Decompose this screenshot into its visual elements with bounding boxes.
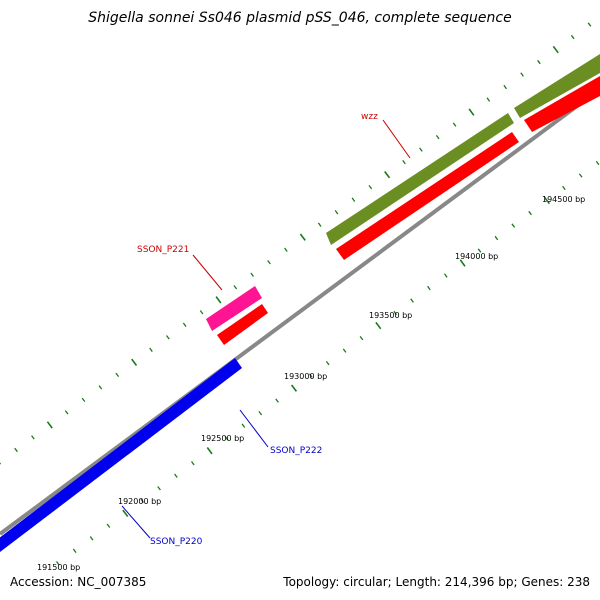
tick-mark-minor bbox=[81, 397, 86, 402]
tick-marks-outer bbox=[0, 22, 592, 465]
tick-mark-minor bbox=[275, 398, 279, 403]
sson-p221-leader-line bbox=[192, 254, 223, 291]
gene-label-sson-p220[interactable]: SSON_P220 bbox=[150, 537, 203, 547]
olive-gene-bar-upper[interactable] bbox=[514, 54, 600, 118]
sson-p222-leader-line bbox=[239, 409, 269, 448]
tick-mark-minor bbox=[578, 173, 583, 178]
tick-mark-minor bbox=[520, 72, 524, 77]
tick-label-194000: 194000 bp bbox=[455, 252, 498, 261]
tick-mark-minor bbox=[14, 447, 18, 453]
tick-mark-minor bbox=[342, 348, 347, 353]
tick-mark-minor bbox=[284, 247, 288, 252]
tick-mark-minor bbox=[250, 272, 255, 277]
tick-mark-minor bbox=[106, 523, 111, 528]
tick-mark-minor bbox=[140, 498, 145, 503]
tick-mark-major bbox=[384, 171, 391, 179]
tick-mark-minor bbox=[190, 461, 195, 466]
gene-label-sson-p222[interactable]: SSON_P222 bbox=[270, 446, 322, 456]
tick-label-192000: 192000 bp bbox=[118, 497, 161, 506]
backbone bbox=[0, 87, 600, 536]
tick-mark-minor bbox=[31, 435, 35, 440]
tick-mark-minor bbox=[494, 235, 499, 241]
tick-mark-minor bbox=[419, 147, 423, 152]
summary-text: Topology: circular; Length: 214,396 bp; … bbox=[283, 575, 590, 589]
tick-label-192500: 192500 bp bbox=[201, 434, 244, 443]
tick-mark-minor bbox=[308, 373, 313, 378]
tick-label-191500: 191500 bp bbox=[37, 563, 80, 572]
tick-mark-minor bbox=[393, 310, 398, 316]
tick-mark-major bbox=[215, 296, 222, 304]
tick-mark-minor bbox=[351, 197, 356, 202]
tick-mark-minor bbox=[325, 361, 330, 366]
tick-mark-minor bbox=[503, 84, 508, 90]
tick-mark-minor bbox=[595, 160, 600, 166]
tick-label-193000: 193000 bp bbox=[284, 372, 327, 381]
tick-mark-minor bbox=[241, 423, 246, 428]
tick-mark-minor bbox=[317, 222, 322, 227]
tick-mark-minor bbox=[157, 486, 161, 491]
tick-mark-major bbox=[46, 421, 53, 429]
tick-mark-minor bbox=[115, 372, 120, 377]
tick-label-194500: 194500 bp bbox=[542, 195, 585, 204]
tick-mark-minor bbox=[562, 185, 566, 191]
tick-mark-minor bbox=[402, 160, 406, 165]
tick-mark-minor bbox=[182, 322, 187, 327]
sson-p220-leader-line bbox=[121, 505, 151, 539]
tick-mark-minor bbox=[0, 462, 2, 465]
tick-mark-minor bbox=[477, 248, 482, 253]
tick-mark-minor bbox=[359, 336, 364, 341]
tick-mark-minor bbox=[224, 436, 229, 441]
blue-gene-bar[interactable] bbox=[0, 358, 242, 552]
tick-mark-minor bbox=[233, 285, 238, 290]
accession-text: Accession: NC_007385 bbox=[10, 575, 147, 589]
tick-label-193500: 193500 bp bbox=[369, 311, 412, 320]
map-title: Shigella sonnei Ss046 plasmid pSS_046, c… bbox=[88, 10, 512, 26]
pink-gene-bar[interactable] bbox=[206, 286, 262, 331]
tick-mark-major bbox=[543, 196, 551, 205]
red-gene-bar-right[interactable] bbox=[524, 76, 600, 132]
tick-mark-minor bbox=[267, 260, 271, 265]
tick-mark-minor bbox=[587, 22, 592, 27]
tick-mark-major bbox=[375, 321, 382, 330]
tick-mark-minor bbox=[72, 548, 77, 553]
tick-mark-minor bbox=[174, 473, 178, 478]
tick-marks-inner bbox=[55, 160, 600, 566]
tick-mark-minor bbox=[149, 347, 153, 352]
tick-mark-minor bbox=[435, 135, 440, 140]
tick-mark-major bbox=[468, 108, 475, 116]
tick-mark-minor bbox=[368, 185, 373, 190]
tick-mark-minor bbox=[64, 410, 69, 415]
tick-mark-minor bbox=[334, 210, 339, 215]
tick-mark-minor bbox=[55, 561, 60, 566]
tick-mark-minor bbox=[258, 411, 263, 416]
tick-mark-minor bbox=[199, 310, 204, 315]
gene-label-sson-p221[interactable]: SSON_P221 bbox=[137, 245, 189, 255]
wzz-leader-line bbox=[382, 119, 411, 159]
tick-mark-minor bbox=[443, 273, 448, 278]
tick-mark-major bbox=[552, 45, 559, 54]
tick-mark-minor bbox=[511, 223, 516, 228]
tick-mark-major bbox=[299, 233, 306, 241]
red-gene-arrow-small[interactable] bbox=[217, 304, 268, 345]
tick-mark-major bbox=[206, 447, 213, 455]
tick-mark-minor bbox=[486, 97, 491, 102]
tick-mark-major bbox=[459, 259, 466, 267]
tick-mark-major bbox=[290, 384, 298, 392]
tick-mark-minor bbox=[427, 285, 431, 291]
tick-mark-major bbox=[122, 509, 129, 517]
tick-mark-minor bbox=[570, 34, 575, 40]
tick-mark-minor bbox=[537, 59, 541, 65]
red-gene-arrow-wzz[interactable] bbox=[336, 132, 519, 260]
gene-label-wzz[interactable]: wzz bbox=[361, 112, 378, 122]
olive-gene-bar-lower[interactable] bbox=[326, 113, 514, 245]
tick-mark-minor bbox=[98, 385, 103, 390]
tick-mark-minor bbox=[165, 335, 170, 340]
tick-mark-minor bbox=[89, 536, 94, 541]
tick-mark-minor bbox=[452, 122, 457, 127]
tick-mark-major bbox=[131, 358, 138, 366]
tick-mark-minor bbox=[410, 298, 414, 303]
tick-mark-minor bbox=[528, 210, 532, 216]
